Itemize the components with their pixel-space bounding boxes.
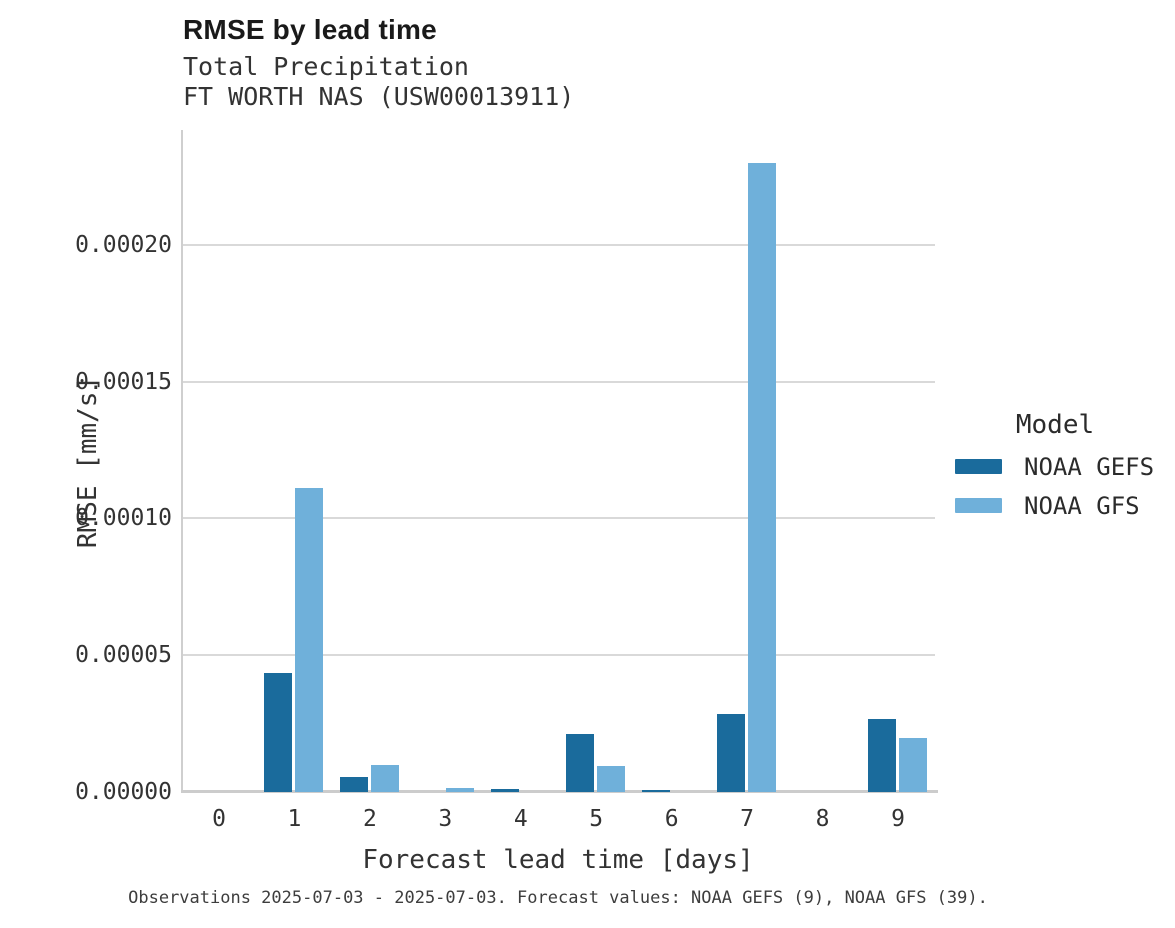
gridline-0.00015 bbox=[183, 381, 935, 383]
bar-noaa-gefs-day-7 bbox=[717, 714, 745, 792]
gridline-0.0001 bbox=[183, 517, 935, 519]
y-axis-spine bbox=[181, 130, 183, 792]
bar-noaa-gefs-day-2 bbox=[340, 777, 368, 792]
gridline-0.0002 bbox=[183, 244, 935, 246]
legend-item-noaa-gfs: NOAA GFS bbox=[955, 491, 1165, 520]
x-tick-day-4: 4 bbox=[513, 806, 528, 832]
bar-noaa-gefs-day-9 bbox=[868, 719, 896, 792]
y-tick-0.00015: 0.00015 bbox=[75, 369, 172, 395]
legend: Model NOAA GEFS NOAA GFS bbox=[955, 410, 1165, 530]
x-tick-day-2: 2 bbox=[362, 806, 377, 832]
bar-noaa-gfs-day-2 bbox=[371, 765, 399, 792]
bar-noaa-gefs-day-1 bbox=[264, 673, 292, 792]
y-tick-0.00020: 0.00020 bbox=[75, 232, 172, 258]
bar-noaa-gefs-day-6 bbox=[642, 790, 670, 792]
bar-noaa-gefs-day-5 bbox=[566, 734, 594, 792]
bar-noaa-gfs-day-9 bbox=[899, 738, 927, 792]
chart-subtitle-station: FT WORTH NAS (USW00013911) bbox=[183, 82, 575, 111]
legend-label-gefs: NOAA GEFS bbox=[1024, 452, 1155, 481]
bar-noaa-gfs-day-7 bbox=[748, 163, 776, 792]
bar-noaa-gfs-day-5 bbox=[597, 766, 625, 792]
x-tick-day-5: 5 bbox=[589, 806, 604, 832]
legend-swatch-gefs-icon bbox=[955, 459, 1002, 474]
y-axis-label: RMSE [mm/s] bbox=[73, 375, 103, 549]
bar-noaa-gfs-day-3 bbox=[446, 788, 474, 792]
legend-item-noaa-gefs: NOAA GEFS bbox=[955, 452, 1165, 481]
legend-label-gfs: NOAA GFS bbox=[1024, 491, 1140, 520]
x-tick-day-9: 9 bbox=[891, 806, 905, 832]
plot-area bbox=[182, 130, 935, 792]
y-tick-0.00010: 0.00010 bbox=[75, 505, 172, 531]
x-axis-label: Forecast lead time [days] bbox=[362, 845, 754, 875]
y-tick-0.00000: 0.00000 bbox=[75, 779, 172, 805]
x-tick-day-7: 7 bbox=[740, 806, 755, 832]
x-tick-day-8: 8 bbox=[815, 806, 830, 832]
y-tick-0.00005: 0.00005 bbox=[75, 642, 172, 668]
gridline-0.00005 bbox=[183, 654, 935, 656]
bar-noaa-gefs-day-4 bbox=[491, 789, 519, 792]
bar-noaa-gfs-day-1 bbox=[295, 488, 323, 792]
x-tick-day-0: 0 bbox=[212, 806, 226, 832]
x-axis-baseline bbox=[181, 790, 938, 793]
legend-swatch-gfs-icon bbox=[955, 498, 1002, 513]
x-tick-day-1: 1 bbox=[287, 806, 302, 832]
x-tick-day-3: 3 bbox=[438, 806, 453, 832]
x-tick-day-6: 6 bbox=[664, 806, 679, 832]
chart-title: RMSE by lead time bbox=[183, 14, 437, 45]
chart-subtitle-variable: Total Precipitation bbox=[183, 52, 469, 81]
legend-title: Model bbox=[1015, 410, 1095, 440]
figure-caption: Observations 2025-07-03 - 2025-07-03. Fo… bbox=[128, 888, 988, 908]
